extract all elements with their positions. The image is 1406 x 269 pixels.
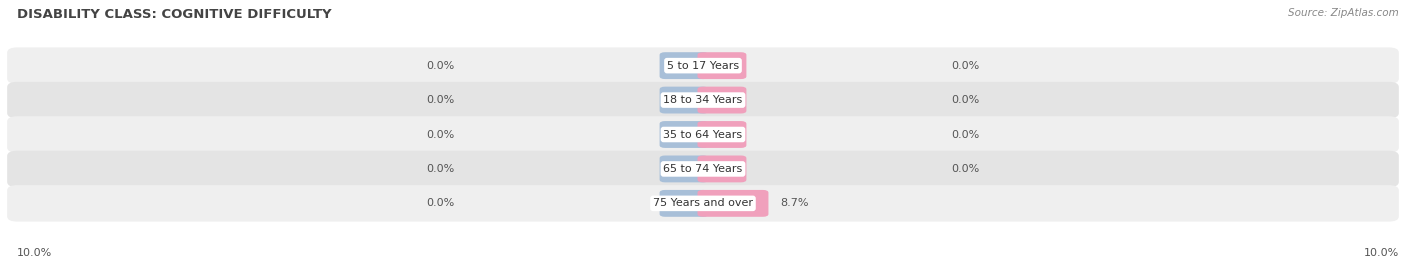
Text: 5 to 17 Years: 5 to 17 Years xyxy=(666,61,740,71)
FancyBboxPatch shape xyxy=(697,155,747,182)
Text: 35 to 64 Years: 35 to 64 Years xyxy=(664,129,742,140)
Text: 18 to 34 Years: 18 to 34 Years xyxy=(664,95,742,105)
Text: 65 to 74 Years: 65 to 74 Years xyxy=(664,164,742,174)
FancyBboxPatch shape xyxy=(659,155,709,182)
FancyBboxPatch shape xyxy=(697,52,747,79)
Text: Source: ZipAtlas.com: Source: ZipAtlas.com xyxy=(1288,8,1399,18)
Text: 0.0%: 0.0% xyxy=(427,198,456,208)
FancyBboxPatch shape xyxy=(659,87,709,114)
FancyBboxPatch shape xyxy=(7,82,1399,118)
FancyBboxPatch shape xyxy=(7,185,1399,222)
Text: 0.0%: 0.0% xyxy=(950,61,979,71)
Text: DISABILITY CLASS: COGNITIVE DIFFICULTY: DISABILITY CLASS: COGNITIVE DIFFICULTY xyxy=(17,8,332,21)
Text: 0.0%: 0.0% xyxy=(950,164,979,174)
FancyBboxPatch shape xyxy=(659,190,709,217)
Text: 0.0%: 0.0% xyxy=(427,95,456,105)
FancyBboxPatch shape xyxy=(659,52,709,79)
Text: 10.0%: 10.0% xyxy=(1364,248,1399,258)
FancyBboxPatch shape xyxy=(697,87,747,114)
FancyBboxPatch shape xyxy=(7,116,1399,153)
Text: 10.0%: 10.0% xyxy=(17,248,52,258)
Text: 0.0%: 0.0% xyxy=(427,164,456,174)
Text: 0.0%: 0.0% xyxy=(427,61,456,71)
FancyBboxPatch shape xyxy=(697,190,769,217)
Text: 0.0%: 0.0% xyxy=(427,129,456,140)
FancyBboxPatch shape xyxy=(7,151,1399,187)
FancyBboxPatch shape xyxy=(659,121,709,148)
FancyBboxPatch shape xyxy=(7,47,1399,84)
FancyBboxPatch shape xyxy=(697,121,747,148)
Text: 0.0%: 0.0% xyxy=(950,95,979,105)
Text: 8.7%: 8.7% xyxy=(780,198,808,208)
Text: 75 Years and over: 75 Years and over xyxy=(652,198,754,208)
Text: 0.0%: 0.0% xyxy=(950,129,979,140)
